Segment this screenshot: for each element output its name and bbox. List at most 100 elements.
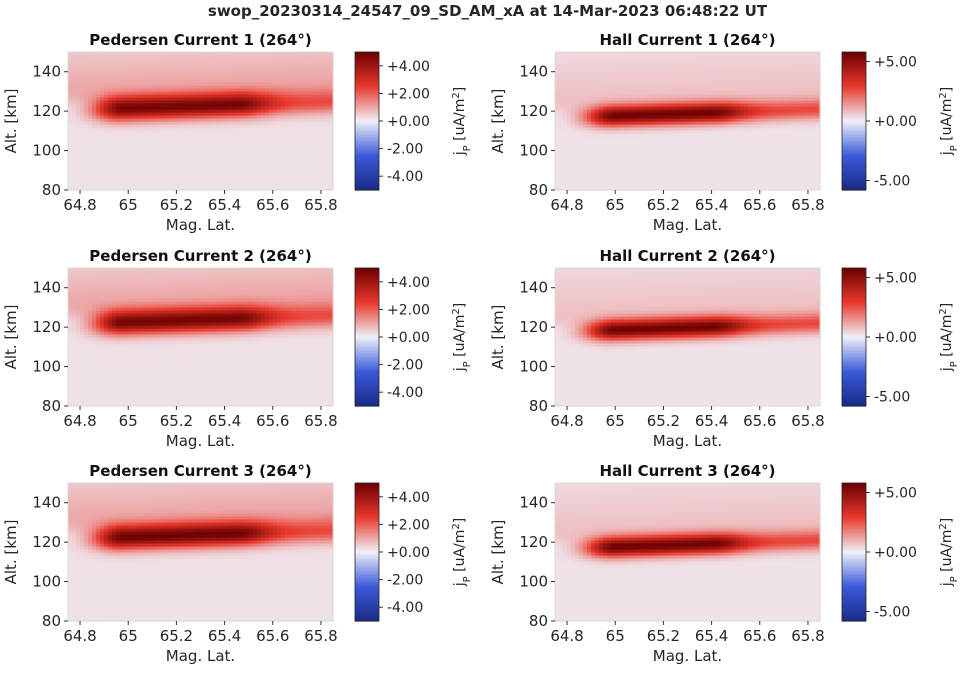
heatmap-cell [116, 52, 121, 56]
heatmap-cell [84, 52, 89, 56]
colorbar-tick-label: +4.00 [387, 59, 430, 75]
colorbar-label: jP [uA/m2] [451, 87, 473, 156]
heatmap-cell [205, 52, 210, 56]
heatmap-cell [599, 52, 604, 56]
colorbar-tick-label: +0.00 [387, 114, 430, 130]
heatmap-cell [281, 52, 286, 56]
heatmap-cell [100, 52, 105, 56]
heatmap-cell [309, 52, 314, 56]
x-tick-label: 65.8 [304, 196, 337, 214]
heatmap-cell [237, 52, 242, 56]
heatmap-cell [88, 52, 93, 56]
heatmap-cell [253, 52, 258, 56]
heatmap-cell [555, 52, 560, 56]
heatmap-cell [647, 52, 652, 56]
heatmap-cell [583, 52, 588, 56]
heatmap-cell [92, 52, 97, 56]
heatmap-cell [285, 52, 290, 56]
heatmap-cell [96, 52, 101, 56]
heatmap-cell [72, 52, 77, 56]
heatmap-cell [104, 52, 109, 56]
heatmap-cell [635, 52, 640, 56]
heatmap-cell [289, 52, 294, 56]
heatmap-cell [196, 52, 201, 56]
heatmap-cell [229, 52, 234, 56]
x-axis-label: Mag. Lat. [166, 216, 235, 234]
heatmap-cell [261, 52, 266, 56]
y-tick-label: 80 [42, 181, 61, 199]
heatmap-cell [156, 52, 161, 56]
heatmap-cell [265, 52, 270, 56]
heatmap-cell [692, 52, 697, 56]
x-tick-label: 65.2 [160, 196, 193, 214]
heatmap-cell [241, 52, 246, 56]
heatmap-cell [68, 52, 73, 56]
heatmap-cell [679, 52, 684, 56]
heatmap-cells [68, 52, 334, 191]
heatmap-cell [225, 52, 230, 56]
colorbar-tick-label: -2.00 [387, 142, 423, 158]
heatmap-cell [627, 52, 632, 56]
heatmap-cell [213, 52, 218, 56]
heatmap-cell [587, 52, 592, 56]
heatmap-cell [704, 52, 709, 56]
heatmap-cell [209, 52, 214, 56]
y-tick-label: 120 [32, 102, 61, 120]
heatmap-cell [80, 52, 85, 56]
heatmap-cell [579, 52, 584, 56]
figure-canvas: Pedersen Current 1 (264°)64.8 65 65.2 65.4 6… [0, 0, 975, 675]
heatmap-cell [317, 52, 322, 56]
panel-1: Pedersen Current 1 (264°)64.8 65 65.2 65.4 6… [2, 31, 473, 234]
heatmap-cell [313, 52, 318, 56]
heatmap-cell [164, 52, 169, 56]
heatmap-cell [603, 52, 608, 56]
heatmap-cell [188, 52, 193, 56]
heatmap-cell [631, 52, 636, 56]
heatmap-cell [132, 52, 137, 56]
heatmap-cell [112, 52, 117, 56]
heatmap-cell [651, 52, 656, 56]
heatmap-cell [120, 52, 125, 56]
heatmap-cell [269, 52, 274, 56]
heatmap-cell [700, 52, 705, 56]
heatmap-cell [675, 52, 680, 56]
heatmap-cells [555, 52, 821, 191]
heatmap-cell [233, 52, 238, 56]
heatmap-cell [615, 52, 620, 56]
heatmap-cell [152, 52, 157, 56]
colorbar-tick-label: +2.00 [387, 86, 430, 102]
heatmap-cell [221, 52, 226, 56]
heatmap-cell [321, 52, 326, 56]
heatmap-cell [168, 52, 173, 56]
heatmap-cell [712, 52, 717, 56]
heatmap-cell [184, 52, 189, 56]
heatmap-cell [245, 52, 250, 56]
heatmap-cell [76, 52, 81, 56]
heatmap-cell [140, 52, 145, 56]
heatmap-cell [257, 52, 262, 56]
heatmap-cell [124, 52, 129, 56]
heatmap-cell [136, 52, 141, 56]
heatmap-cell [671, 52, 676, 56]
heatmap-cell [217, 52, 222, 56]
heatmap-cell [144, 52, 149, 56]
heatmap-cell [591, 52, 596, 56]
heatmap-cell [201, 52, 206, 56]
x-tick-label: 65.4 [208, 196, 241, 214]
y-tick-label: 100 [32, 142, 61, 160]
heatmap-cell [176, 52, 181, 56]
heatmap-cell [571, 52, 576, 56]
heatmap-cell [663, 52, 668, 56]
heatmap-cell [643, 52, 648, 56]
heatmap-cell [688, 52, 693, 56]
heatmap-cell [301, 52, 306, 56]
heatmap-cell [249, 52, 254, 56]
heatmap-cell [172, 52, 177, 56]
heatmap-cell [559, 52, 564, 56]
heatmap-cell [293, 52, 298, 56]
y-axis-label: Alt. [km] [2, 89, 20, 154]
heatmap-cell [619, 52, 624, 56]
heatmap-cell [192, 52, 197, 56]
heatmap-cell [180, 52, 185, 56]
